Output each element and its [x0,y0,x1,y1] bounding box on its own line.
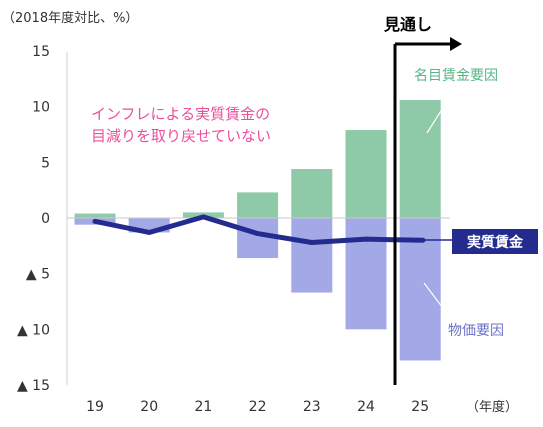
bar-nominal-wage [291,169,333,218]
x-unit-label: （年度） [466,399,518,415]
bar-nominal-wage [345,130,387,218]
x-tick-label: 19 [86,399,104,415]
forecast-label: 見通し [383,15,432,34]
x-tick-labels: 19 20 21 22 23 24 25 [86,399,429,415]
annotation-line-1: インフレによる実質賃金の [91,105,270,123]
y-tick-labels: 15 10 5 0 ▲ 5 ▲ 10 ▲ 15 [17,44,50,394]
y-tick-label: 10 [32,100,50,116]
bar-nominal-wage [74,213,116,218]
x-tick-label: 23 [303,399,321,415]
annotation-line-2: 目減りを取り戻せていない [91,127,271,145]
y-tick-label: ▲ 5 [26,267,50,283]
y-tick-label: ▲ 10 [17,322,50,338]
y-tick-label: 0 [41,211,50,227]
x-tick-label: 21 [194,399,212,415]
forecast-arrow-head [450,37,462,51]
legend-real-wage-box [452,229,538,254]
bar-price [345,218,387,330]
x-tick-label: 24 [357,399,375,415]
y-tick-label: ▲ 15 [17,378,50,394]
y-tick-label: 15 [32,44,50,60]
bar-nominal-wage [237,192,279,218]
real-wage-line [92,214,426,245]
x-tick-label: 20 [140,399,158,415]
leader-nominal-wage [426,91,454,134]
legend-real-wage: 実質賃金 [467,234,524,251]
leader-price [423,282,453,321]
y-tick-label: 5 [41,155,50,171]
unit-label: （2018年度対比、%） [2,10,138,26]
bar-price [291,218,333,293]
legend-price: 物価要因 [448,323,504,339]
x-tick-label: 22 [249,399,267,415]
legend-nominal-wage: 名目賃金要因 [414,68,498,84]
bar-nominal-wage [399,100,441,218]
x-tick-label: 25 [411,399,429,415]
